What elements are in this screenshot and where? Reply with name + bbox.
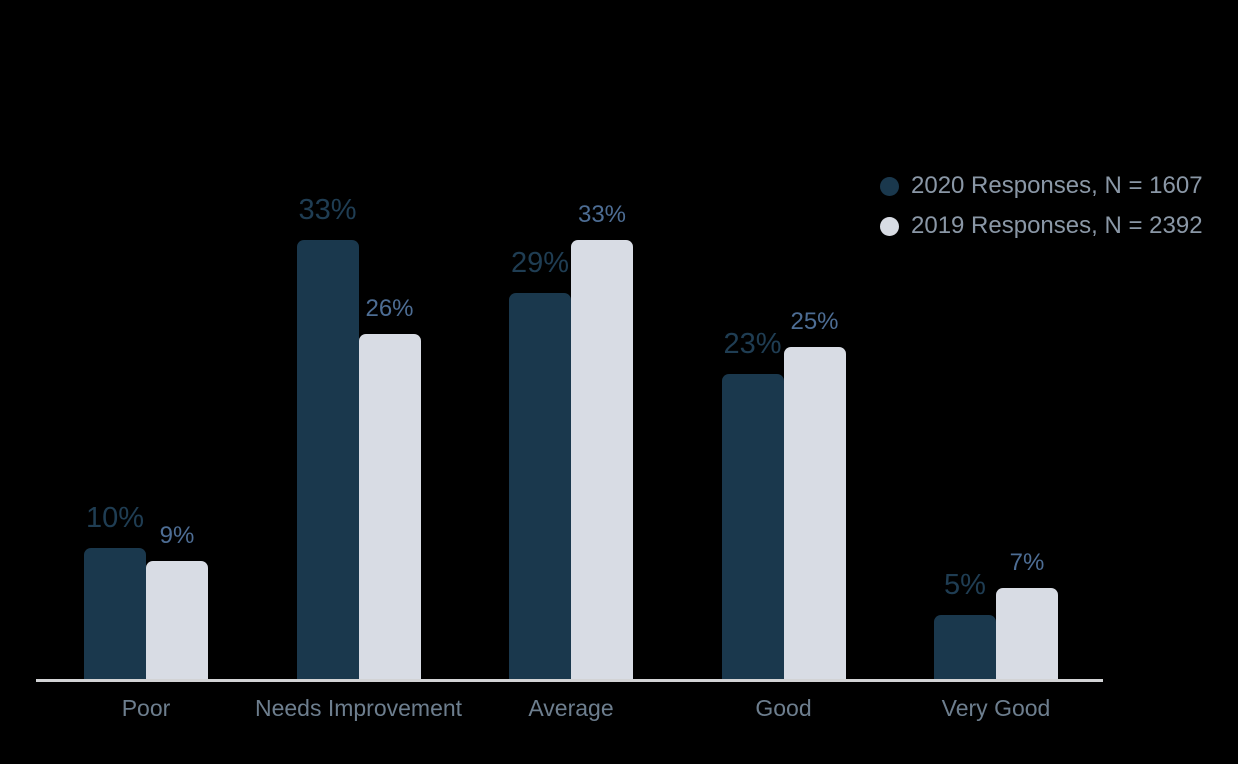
bar-2020-average (509, 293, 571, 682)
chart-legend: 2020 Responses, N = 1607 2019 Responses, … (880, 166, 1203, 246)
category-label-average: Average (528, 695, 614, 721)
legend-dot-icon (880, 216, 899, 236)
bar-2019-average (571, 240, 633, 682)
value-label-2020-poor: 10% (85, 502, 145, 534)
legend-label: 2019 Responses, N = 2392 (911, 212, 1203, 239)
value-label-2019-needs-improvement: 26% (365, 295, 414, 322)
bar-2020-needs-improvement (296, 240, 359, 682)
bar-2019-needs-improvement (358, 334, 421, 682)
category-label-poor: Poor (121, 695, 171, 721)
bar-2020-good (721, 374, 784, 682)
bar-2019-very-good (996, 588, 1058, 682)
value-label-2019-poor: 9% (159, 522, 195, 549)
category-label-needs-improvement: Needs Improvement (254, 695, 463, 721)
bar-2020-poor (84, 548, 146, 682)
legend-item-2019: 2019 Responses, N = 2392 (880, 206, 1203, 246)
bar-2019-poor (146, 561, 208, 682)
legend-dot-icon (880, 176, 899, 196)
value-label-2020-very-good: 5% (944, 569, 986, 601)
value-label-2019-average: 33% (577, 201, 627, 228)
category-label-very-good: Very Good (941, 695, 1051, 721)
legend-label: 2020 Responses, N = 1607 (911, 172, 1203, 199)
value-label-2020-average: 29% (510, 247, 570, 279)
legend-item-2020: 2020 Responses, N = 1607 (880, 166, 1203, 206)
bar-2019-good (783, 347, 846, 682)
value-label-2020-needs-improvement: 33% (298, 194, 357, 226)
x-axis-line (36, 679, 1103, 682)
category-label-good: Good (755, 695, 812, 721)
value-label-2019-very-good: 7% (1009, 549, 1045, 576)
value-label-2020-good: 23% (723, 328, 782, 360)
bar-2020-very-good (934, 615, 996, 682)
value-label-2019-good: 25% (790, 308, 839, 335)
